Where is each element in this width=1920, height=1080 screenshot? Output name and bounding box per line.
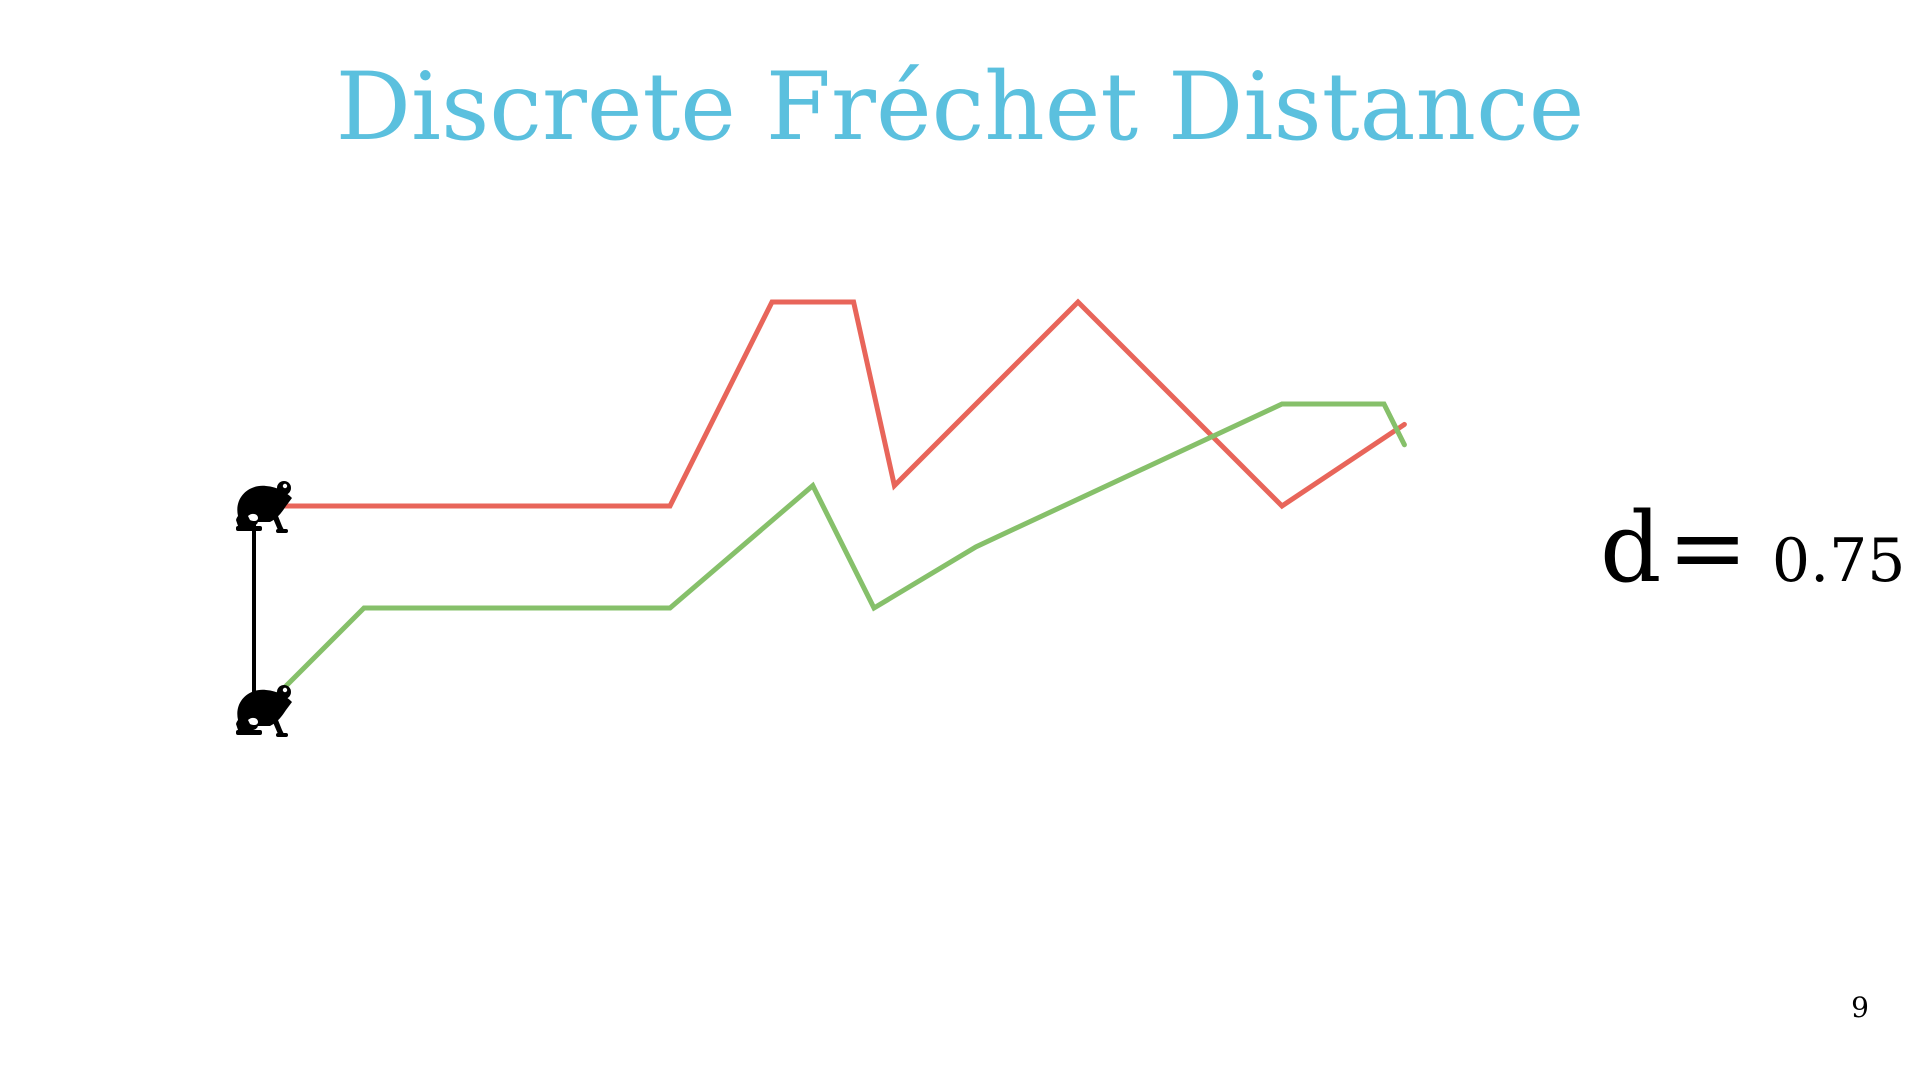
distance-readout: d = 0.75 xyxy=(1600,498,1905,598)
curve-a xyxy=(259,298,1407,510)
frog-icon-part xyxy=(276,529,288,533)
curve-b xyxy=(259,401,1407,713)
frog-icon xyxy=(236,685,292,737)
frog-icon-part xyxy=(237,485,292,522)
distance-label: d xyxy=(1600,492,1662,604)
frog-eye xyxy=(282,687,288,693)
frog-icon-part xyxy=(277,481,291,495)
frog-icon-part xyxy=(236,730,262,735)
frog-icon xyxy=(236,481,292,533)
frog-belly xyxy=(248,513,258,522)
frog-icon-part xyxy=(276,733,288,737)
frog-icon-part xyxy=(277,685,291,699)
frog-icon-part xyxy=(272,516,284,530)
page-number: 9 xyxy=(1851,991,1869,1024)
distance-equals: = xyxy=(1667,492,1748,604)
frog-icon-part xyxy=(236,526,262,531)
slide-title: Discrete Fréchet Distance xyxy=(335,53,1585,162)
frog-belly xyxy=(248,717,258,726)
frog-icon-part xyxy=(237,689,292,726)
frog-eye xyxy=(282,483,288,489)
frog-icon-part xyxy=(272,720,284,734)
distance-value: 0.75 xyxy=(1771,526,1906,596)
